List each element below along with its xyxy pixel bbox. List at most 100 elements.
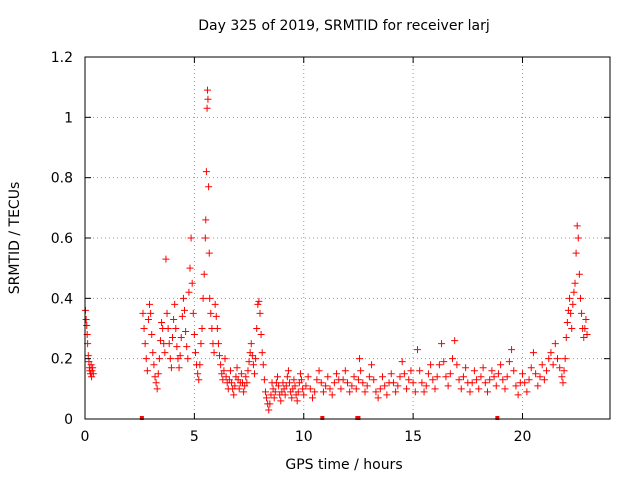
data-point bbox=[490, 373, 498, 381]
data-point bbox=[302, 382, 310, 390]
data-point bbox=[165, 340, 173, 348]
data-point bbox=[536, 373, 544, 381]
data-point bbox=[213, 325, 221, 332]
data-point bbox=[326, 385, 334, 393]
data-point bbox=[545, 355, 553, 363]
data-point bbox=[219, 376, 227, 384]
data-point bbox=[258, 349, 266, 357]
data-point bbox=[217, 361, 225, 369]
data-point bbox=[266, 400, 274, 408]
y-tick-label: 0 bbox=[64, 412, 73, 428]
data-point bbox=[206, 294, 214, 302]
data-point bbox=[418, 379, 426, 387]
data-point bbox=[275, 382, 283, 390]
data-point bbox=[479, 364, 487, 372]
data-point bbox=[149, 349, 157, 357]
data-point bbox=[359, 379, 367, 387]
data-point bbox=[324, 373, 332, 381]
data-point bbox=[581, 325, 589, 332]
data-point bbox=[202, 168, 210, 176]
data-point bbox=[267, 391, 275, 399]
data-point bbox=[379, 373, 386, 381]
data-point bbox=[142, 355, 150, 363]
data-point bbox=[368, 361, 376, 369]
data-point bbox=[201, 234, 209, 242]
data-point bbox=[263, 394, 271, 402]
data-point bbox=[527, 364, 535, 372]
data-point bbox=[429, 376, 437, 384]
data-point bbox=[311, 388, 319, 396]
data-point bbox=[549, 361, 557, 369]
chart-title: Day 325 of 2019, SRMTID for receiver lar… bbox=[198, 18, 490, 34]
data-point bbox=[508, 346, 516, 354]
data-point bbox=[161, 349, 169, 357]
zero-marker bbox=[320, 416, 325, 420]
data-point bbox=[514, 391, 522, 399]
data-point bbox=[222, 373, 230, 381]
x-tick-label: 20 bbox=[514, 429, 532, 445]
data-point bbox=[339, 376, 347, 384]
data-point bbox=[166, 355, 174, 363]
data-point bbox=[346, 388, 354, 396]
data-point bbox=[296, 370, 304, 378]
data-point bbox=[286, 379, 294, 387]
data-point bbox=[444, 382, 452, 390]
data-point bbox=[484, 388, 491, 396]
data-point bbox=[87, 361, 95, 369]
data-point bbox=[468, 379, 476, 387]
data-point bbox=[582, 315, 590, 323]
data-point bbox=[538, 361, 546, 369]
data-point bbox=[242, 373, 250, 381]
x-tick-label: 10 bbox=[295, 429, 313, 445]
data-point bbox=[363, 382, 371, 390]
data-point bbox=[505, 358, 513, 366]
data-point bbox=[177, 334, 185, 342]
data-point bbox=[559, 379, 567, 387]
data-point bbox=[173, 343, 181, 351]
data-point bbox=[583, 331, 591, 339]
data-point bbox=[244, 367, 252, 375]
data-point bbox=[398, 358, 406, 366]
data-point bbox=[237, 370, 245, 378]
data-point bbox=[529, 349, 537, 357]
data-point bbox=[573, 222, 581, 230]
data-point bbox=[328, 391, 336, 399]
data-point bbox=[416, 367, 424, 375]
data-point bbox=[293, 397, 301, 405]
data-point bbox=[466, 388, 474, 396]
data-point bbox=[554, 355, 561, 363]
data-point bbox=[322, 382, 330, 390]
data-point bbox=[271, 388, 279, 396]
data-point bbox=[153, 385, 161, 393]
data-point bbox=[284, 367, 292, 375]
data-point bbox=[245, 358, 253, 366]
data-point bbox=[433, 373, 441, 381]
data-point bbox=[523, 388, 531, 396]
data-point bbox=[575, 270, 583, 278]
data-point bbox=[543, 367, 551, 375]
data-point bbox=[420, 388, 428, 396]
data-point bbox=[403, 385, 411, 393]
data-point bbox=[570, 288, 578, 296]
data-point bbox=[260, 376, 268, 384]
data-point bbox=[330, 379, 338, 387]
data-point bbox=[556, 364, 564, 372]
data-point bbox=[449, 355, 456, 363]
data-point bbox=[184, 355, 192, 363]
data-point bbox=[235, 385, 243, 393]
data-point bbox=[191, 349, 199, 357]
data-point bbox=[381, 382, 389, 390]
data-point bbox=[210, 349, 218, 357]
data-point bbox=[453, 361, 461, 369]
data-point bbox=[175, 364, 183, 372]
data-point bbox=[256, 309, 264, 317]
data-point bbox=[361, 388, 369, 396]
data-point bbox=[561, 355, 569, 363]
data-point bbox=[519, 370, 526, 378]
data-point bbox=[270, 394, 278, 402]
data-point bbox=[283, 373, 291, 381]
data-point bbox=[200, 270, 208, 278]
data-point bbox=[274, 373, 281, 381]
data-point bbox=[348, 382, 356, 390]
data-point bbox=[202, 216, 210, 224]
